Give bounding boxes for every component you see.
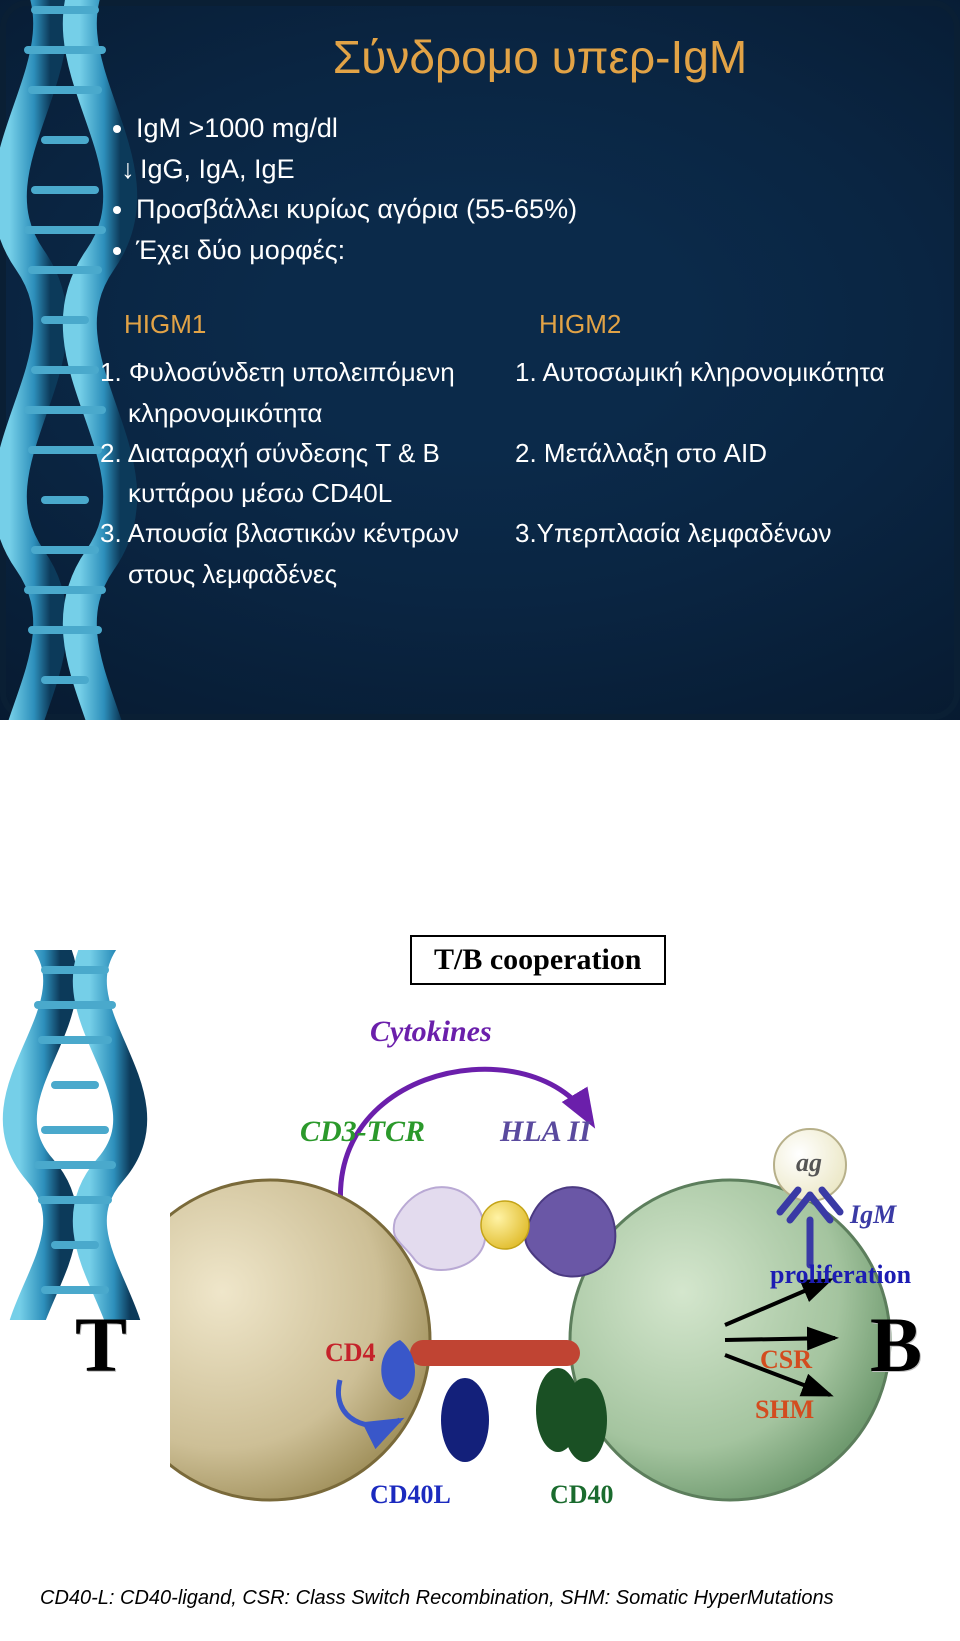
slide-2: T/B cooperation Cytokines CD3-TCR HLA II… xyxy=(0,920,960,1640)
big-letter-t: T xyxy=(75,1300,127,1390)
bullet-3: Προσβάλλει κυρίως αγόρια (55-65%) xyxy=(136,189,930,230)
label-shm: SHM xyxy=(755,1395,814,1425)
bullet-4: Έχει δύο μορφές: xyxy=(136,230,930,271)
label-cd40l: CD40L xyxy=(370,1480,451,1510)
big-letter-b: B xyxy=(870,1300,922,1390)
col-higm1: HIGM1 1. Φυλοσύνδετη υπολειπόμενη κληρον… xyxy=(100,304,515,594)
gap xyxy=(0,720,960,920)
higm2-r2-spacer xyxy=(515,473,930,513)
higm1-l1b: κληρονομικότητα xyxy=(100,393,515,433)
higm2-r1: 1. Αυτοσωμική κληρονομικότητα xyxy=(515,352,930,392)
higm2-r3: 3.Υπερπλασία λεμφαδένων xyxy=(515,513,930,553)
slide-1: Σύνδρομο υπερ-IgM IgM >1000 mg/dl ↓IgG, … xyxy=(0,0,960,720)
higm1-l2: 2. Διαταραχή σύνδεσης T & B xyxy=(100,433,515,473)
higm2-heading: HIGM2 xyxy=(515,304,930,344)
higm2-r2: 2. Μετάλλαξη στο AID xyxy=(515,433,930,473)
label-cd40: CD40 xyxy=(550,1480,614,1510)
higm1-l3b: στους λεμφαδένες xyxy=(100,554,515,594)
bullet-1: IgM >1000 mg/dl xyxy=(136,108,930,149)
bullet-2-text: IgG, IgA, IgE xyxy=(140,154,295,184)
dna-helix-left-2 xyxy=(0,950,150,1320)
label-csr: CSR xyxy=(760,1345,812,1375)
two-columns: HIGM1 1. Φυλοσύνδετη υπολειπόμενη κληρον… xyxy=(100,304,930,594)
down-arrow-icon: ↓ xyxy=(116,149,140,190)
label-cytokines: Cytokines xyxy=(370,1015,492,1049)
higm2-r1-spacer xyxy=(515,393,930,433)
higm1-l1: 1. Φυλοσύνδετη υπολειπόμενη xyxy=(100,352,515,392)
bullet-2: ↓IgG, IgA, IgE xyxy=(116,149,930,190)
higm1-heading: HIGM1 xyxy=(100,304,515,344)
label-ag: ag xyxy=(796,1148,822,1178)
tb-diagram: T/B cooperation Cytokines CD3-TCR HLA II… xyxy=(170,920,940,1640)
higm1-l3: 3. Απουσία βλαστικών κέντρων xyxy=(100,513,515,553)
label-cd4: CD4 xyxy=(325,1338,376,1368)
tb-box-title: T/B cooperation xyxy=(410,935,666,985)
higm1-l2b: κυττάρου μέσω CD40L xyxy=(100,473,515,513)
slide1-title: Σύνδρομο υπερ-IgM xyxy=(150,30,930,84)
label-hla: HLA II xyxy=(500,1115,591,1149)
label-proliferation: proliferation xyxy=(770,1260,911,1290)
label-igm: IgM xyxy=(850,1200,896,1230)
col-higm2: HIGM2 1. Αυτοσωμική κληρονομικότητα 2. Μ… xyxy=(515,304,930,594)
slide1-bullets: IgM >1000 mg/dl ↓IgG, IgA, IgE Προσβάλλε… xyxy=(110,108,930,270)
slide1-content: Σύνδρομο υπερ-IgM IgM >1000 mg/dl ↓IgG, … xyxy=(100,30,930,594)
label-cd3tcr: CD3-TCR xyxy=(300,1115,425,1149)
footnote: CD40-L: CD40-ligand, CSR: Class Switch R… xyxy=(40,1587,930,1610)
